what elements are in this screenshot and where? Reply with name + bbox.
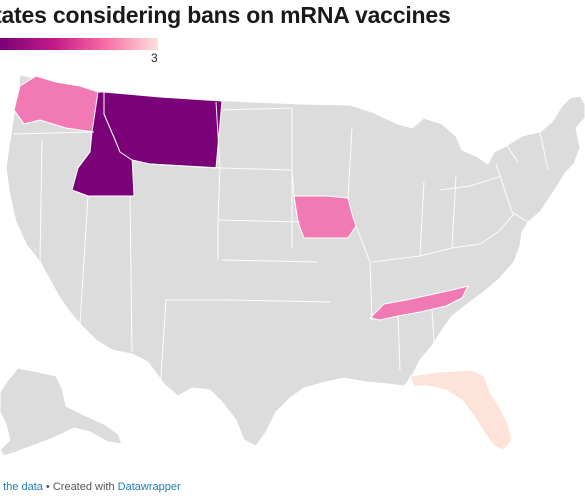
chart-title: tates considering bans on mRNA vaccines [0, 2, 451, 28]
state-borders [13, 101, 549, 391]
state-tennessee [369, 285, 469, 321]
get-data-link[interactable]: t the data [0, 481, 43, 493]
color-legend-bar [0, 38, 158, 50]
footer: t the data • Created with Datawrapper [0, 481, 181, 493]
state-florida [409, 369, 513, 451]
us-map [0, 74, 585, 457]
legend-max-label: 3 [151, 51, 158, 65]
datawrapper-link[interactable]: Datawrapper [117, 481, 181, 493]
state-iowa [293, 195, 357, 239]
state-washington [13, 75, 99, 133]
footer-separator: • Created with [42, 481, 118, 493]
state-montana [103, 91, 223, 169]
state-alaska [0, 367, 123, 457]
